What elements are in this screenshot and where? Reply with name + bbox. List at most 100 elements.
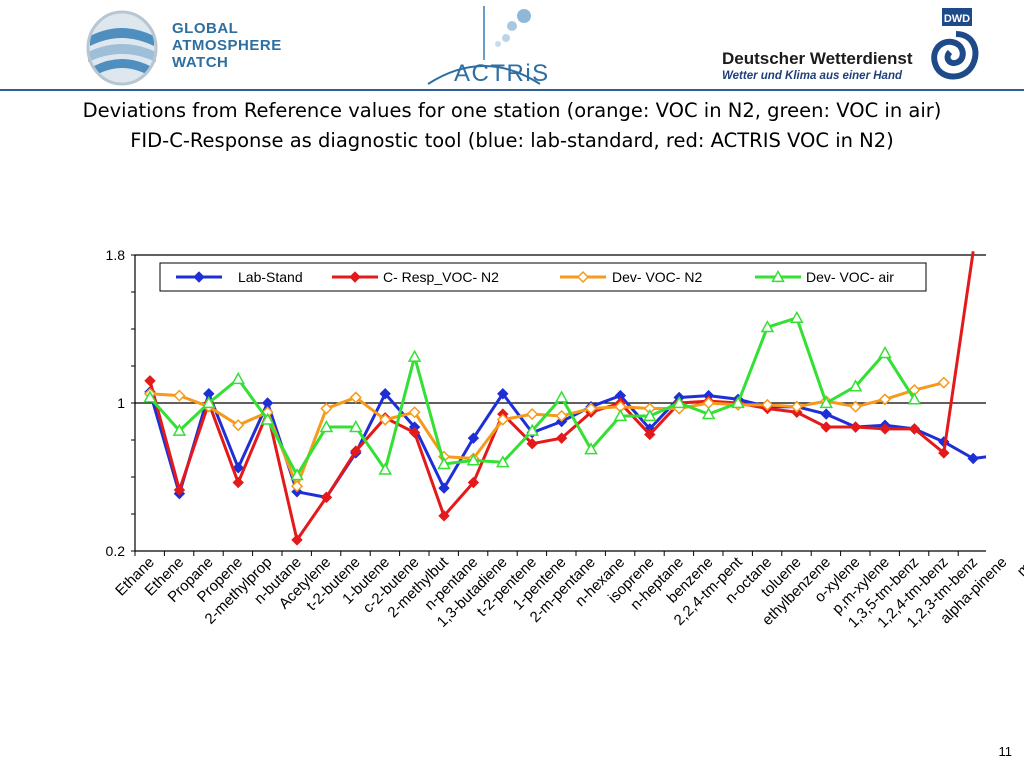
data-point xyxy=(761,398,774,411)
x-tick-label: my xyxy=(1014,553,1024,580)
y-tick-label: 1 xyxy=(117,395,125,411)
dwd-spiral-icon: DWD xyxy=(931,8,979,80)
data-point xyxy=(143,390,157,403)
data-point xyxy=(379,413,392,426)
dwd-tagline: Wetter und Klima aus einer Hand xyxy=(722,70,902,82)
series-2 xyxy=(143,376,950,493)
data-point xyxy=(584,442,598,455)
data-point xyxy=(584,402,598,415)
data-point xyxy=(849,421,862,433)
data-point xyxy=(643,408,657,422)
data-point xyxy=(349,391,362,404)
data-point xyxy=(554,390,569,403)
data-point xyxy=(644,428,656,441)
slide-title-line-1: Deviations from Reference values for one… xyxy=(82,99,942,122)
legend-label: Dev- VOC- N2 xyxy=(612,269,702,285)
slide-title-line-2: FID-C-Response as diagnostic tool (blue:… xyxy=(130,129,894,152)
data-point xyxy=(908,423,921,435)
data-point xyxy=(290,468,304,481)
series-line xyxy=(148,391,986,499)
legend-marker xyxy=(349,271,361,283)
series-line xyxy=(148,316,916,477)
data-point xyxy=(320,402,333,415)
data-point xyxy=(967,452,979,465)
dwd-badge-text: DWD xyxy=(944,13,970,25)
gaw-logo: GLOBAL ATMOSPHERE WATCH xyxy=(82,6,292,88)
data-point xyxy=(349,420,363,433)
y-tick-label: 1.8 xyxy=(106,247,126,263)
actris-bubbles-icon xyxy=(427,6,541,85)
slide-title: Deviations from Reference values for one… xyxy=(0,96,1024,156)
data-point xyxy=(467,432,480,444)
page-number: 11 xyxy=(998,744,1013,759)
data-point xyxy=(193,271,205,283)
data-point xyxy=(848,379,863,392)
data-point xyxy=(407,349,422,362)
data-point xyxy=(701,407,716,420)
data-point xyxy=(760,320,775,333)
data-point xyxy=(291,534,303,546)
data-point xyxy=(437,457,451,470)
header-divider xyxy=(0,89,1024,91)
series-3 xyxy=(143,310,922,481)
data-point xyxy=(232,476,244,489)
dwd-name: Deutscher Wetterdienst xyxy=(722,49,913,68)
y-tick-label: 0.2 xyxy=(106,543,126,559)
legend-marker xyxy=(576,270,590,284)
data-point xyxy=(526,408,539,421)
data-point xyxy=(819,395,833,409)
data-point xyxy=(555,432,568,444)
data-point xyxy=(849,400,862,413)
data-point xyxy=(232,462,244,474)
legend-label: Lab-Stand xyxy=(238,269,303,285)
data-point xyxy=(144,375,156,387)
legend-label: Dev- VOC- air xyxy=(806,269,894,285)
data-point xyxy=(938,447,950,459)
data-point xyxy=(408,406,421,419)
data-point xyxy=(879,423,891,435)
actris-logo-text: ACTRiS xyxy=(454,60,550,87)
data-point xyxy=(907,392,922,405)
data-point xyxy=(497,388,509,400)
data-point xyxy=(408,426,421,439)
data-point xyxy=(820,421,832,433)
data-point xyxy=(379,388,391,400)
data-point xyxy=(672,395,686,409)
gaw-logo-line: ATMOSPHERE xyxy=(172,37,282,54)
data-point xyxy=(378,462,392,475)
data-point xyxy=(496,455,510,468)
data-point xyxy=(290,480,304,493)
data-point xyxy=(438,482,450,494)
data-point xyxy=(790,310,804,324)
data-point xyxy=(202,395,216,409)
data-point xyxy=(467,476,480,489)
data-point xyxy=(878,393,892,406)
data-point xyxy=(998,450,1008,460)
data-point xyxy=(576,270,590,284)
data-point xyxy=(260,412,275,425)
data-point xyxy=(820,408,832,420)
legend-marker xyxy=(193,271,205,283)
data-point xyxy=(319,420,334,433)
data-point xyxy=(438,510,450,522)
data-point xyxy=(172,423,187,436)
data-point xyxy=(496,413,509,426)
data-point xyxy=(613,408,628,422)
legend-marker xyxy=(771,269,785,283)
gaw-logo-line: WATCH xyxy=(172,54,229,71)
data-point xyxy=(232,419,245,432)
gaw-globe-icon xyxy=(86,10,158,86)
data-point xyxy=(173,389,186,402)
data-point xyxy=(937,376,950,389)
data-point xyxy=(320,491,333,504)
gaw-logo-line: GLOBAL xyxy=(172,20,239,37)
actris-logo xyxy=(420,4,545,90)
legend-label: C- Resp_VOC- N2 xyxy=(383,269,499,285)
data-point xyxy=(525,423,539,436)
data-point xyxy=(466,453,481,466)
data-point xyxy=(173,484,186,496)
data-point xyxy=(555,409,568,423)
data-point xyxy=(771,269,785,283)
data-point xyxy=(878,346,892,359)
